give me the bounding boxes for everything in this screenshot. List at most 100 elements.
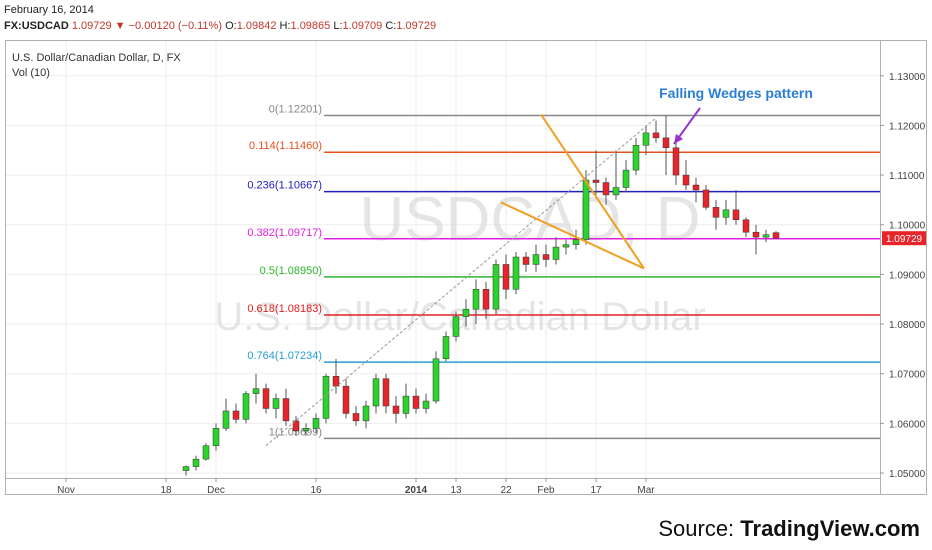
- candle-body: [712, 207, 720, 218]
- wedge-line: [540, 113, 645, 269]
- candle-body: [532, 254, 540, 265]
- candle-body: [462, 308, 470, 317]
- candle-body: [442, 336, 450, 360]
- y-tick-label: 1.05000: [889, 469, 926, 480]
- open-value: 1.09842: [236, 20, 277, 32]
- candle-body: [572, 239, 580, 245]
- candle-body: [422, 400, 430, 409]
- close-value: 1.09729: [396, 20, 437, 32]
- source-prefix: Source:: [658, 516, 741, 541]
- fib-level-label: 0.764(1.07234): [247, 350, 322, 362]
- x-tick-label: 16: [310, 485, 322, 496]
- x-tick-label: Feb: [537, 485, 555, 496]
- candle-body: [732, 209, 740, 221]
- fib-level-label: 0(1.12201): [269, 103, 322, 115]
- y-tick-label: 1.12000: [889, 121, 926, 132]
- candle-body: [652, 132, 660, 139]
- annotation-arrow-icon: [674, 134, 683, 144]
- x-tick-label: 2014: [405, 485, 428, 496]
- y-tick-label: 1.07000: [889, 370, 926, 381]
- last-price-label: 1.09729: [886, 234, 923, 245]
- watermark-name: U.S. Dollar/Canadian Dollar: [214, 295, 705, 339]
- chart-frame: [5, 40, 927, 495]
- low-label: L:: [333, 20, 343, 32]
- fib-level-label: 0.5(1.08950): [260, 265, 322, 277]
- candle-body: [262, 388, 270, 409]
- trend-line: [265, 117, 657, 447]
- pattern-annotation: Falling Wedges pattern: [659, 85, 813, 101]
- source-credit: Source: TradingView.com: [658, 516, 920, 542]
- candle-body: [492, 264, 500, 310]
- candle-body: [662, 137, 670, 149]
- candle-body: [322, 375, 330, 419]
- candle-body: [222, 410, 230, 429]
- candle-body: [372, 378, 380, 407]
- candle-body: [672, 147, 680, 176]
- volume-indicator-label: Vol (10): [12, 67, 50, 79]
- x-tick-label: Nov: [57, 485, 75, 496]
- x-tick-label: Dec: [207, 485, 225, 496]
- candle-body: [592, 179, 600, 183]
- candle-body: [232, 410, 240, 420]
- fib-level-label: 0.236(1.10667): [247, 180, 322, 192]
- open-label: O:: [225, 20, 237, 32]
- quote-bar: FX:USDCAD 1.09729 ▼ −0.00120 (−0.11%) O:…: [4, 20, 436, 32]
- down-arrow-icon: ▼: [114, 20, 126, 32]
- candle-body: [622, 169, 630, 188]
- candle-body: [302, 428, 310, 432]
- chart-title: U.S. Dollar/Canadian Dollar, D, FX: [12, 52, 181, 64]
- candle-body: [692, 184, 700, 191]
- candle-body: [252, 388, 260, 394]
- candle-body: [542, 254, 550, 260]
- fib-level-label: 0.114(1.11460): [249, 140, 322, 152]
- candle-body: [452, 316, 460, 337]
- fib-level-label: 0.382(1.09717): [247, 227, 322, 239]
- source-name: TradingView.com: [740, 516, 920, 541]
- candle-body: [412, 395, 420, 409]
- last-price-tag: [882, 231, 926, 246]
- x-tick-label: 22: [500, 485, 512, 496]
- candle-body: [562, 244, 570, 248]
- high-label: H:: [279, 20, 291, 32]
- candle-body: [752, 231, 760, 238]
- candle-body: [182, 466, 190, 471]
- candle-body: [512, 256, 520, 290]
- candle-body: [762, 234, 770, 238]
- candle-body: [632, 145, 640, 171]
- close-label: C:: [385, 20, 397, 32]
- candle-body: [342, 385, 350, 414]
- x-tick-label: 17: [590, 485, 602, 496]
- y-tick-label: 1.13000: [889, 72, 926, 83]
- candle-body: [472, 289, 480, 310]
- y-tick-label: 1.11000: [889, 171, 925, 182]
- candle-body: [502, 264, 510, 290]
- candle-body: [202, 445, 210, 460]
- y-tick-label: 1.10000: [889, 221, 926, 232]
- high-value: 1.09865: [290, 20, 331, 32]
- candle-body: [362, 405, 370, 422]
- candle-body: [312, 418, 320, 429]
- price-change: −0.00120 (−0.11%): [128, 20, 222, 32]
- candle-body: [522, 256, 530, 265]
- candle-body: [352, 413, 360, 422]
- candle-body: [402, 395, 410, 414]
- candle-body: [332, 375, 340, 387]
- symbol-label: FX:USDCAD: [4, 20, 69, 32]
- candle-body: [722, 209, 730, 218]
- candle-body: [772, 232, 780, 239]
- candle-body: [432, 358, 440, 402]
- candle-body: [682, 174, 690, 186]
- candle-body: [742, 219, 750, 233]
- watermark-symbol: USDCAD, D: [359, 185, 700, 254]
- chart-date: February 16, 2014: [4, 4, 94, 16]
- y-tick-label: 1.09000: [889, 270, 926, 281]
- fib-level-label: 0.618(1.08183): [247, 303, 322, 315]
- candle-body: [192, 458, 200, 467]
- x-tick-label: Mar: [637, 485, 655, 496]
- y-tick-label: 1.08000: [889, 320, 926, 331]
- candle-body: [552, 246, 560, 260]
- candle-body: [612, 187, 620, 196]
- candle-body: [282, 398, 290, 422]
- candle-body: [582, 179, 590, 240]
